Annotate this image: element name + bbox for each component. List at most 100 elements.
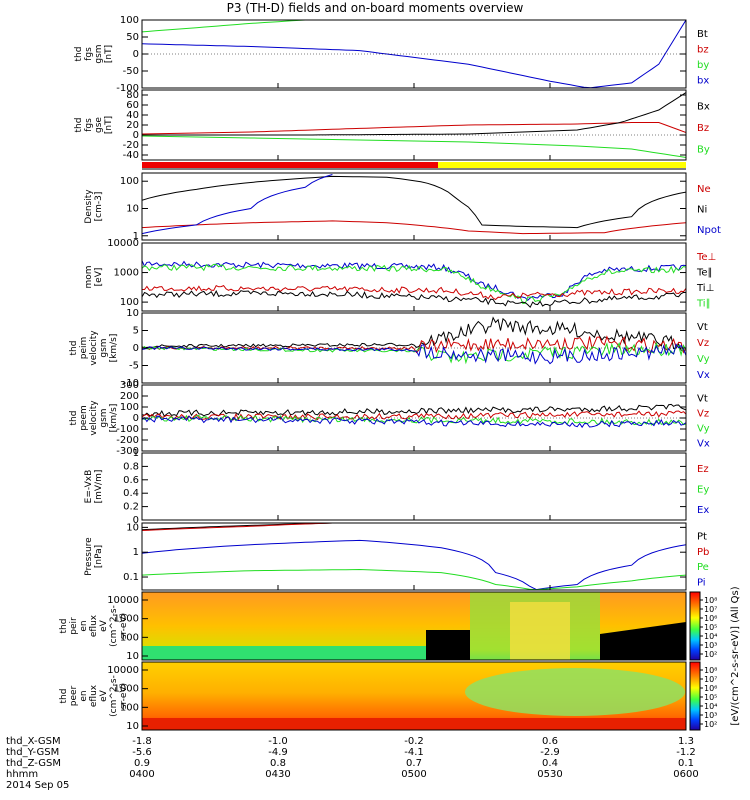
ylabel-line: gsm bbox=[94, 44, 104, 63]
ylabel-line: [cm-3] bbox=[94, 192, 104, 222]
legend-entry: Bz bbox=[697, 123, 709, 134]
series-group bbox=[142, 260, 686, 309]
x-axis-value: -4.9 bbox=[268, 747, 288, 758]
ylabel-line: thd bbox=[74, 47, 84, 62]
series-line bbox=[142, 263, 686, 305]
ylabel-line: velocity bbox=[89, 400, 99, 436]
legend-entry: by bbox=[697, 60, 709, 71]
series-line bbox=[142, 20, 686, 88]
ylabel-line: Density bbox=[84, 189, 94, 224]
series-line bbox=[142, 175, 686, 229]
ylabel-line: mom bbox=[84, 265, 94, 288]
legend-entry: Ti∥ bbox=[696, 298, 711, 309]
legend-entry: Vz bbox=[697, 338, 709, 349]
colorbar bbox=[689, 661, 701, 731]
series-line bbox=[142, 260, 686, 301]
spectrogram-band bbox=[142, 718, 686, 730]
colorbar-tick-label: 10⁴ bbox=[704, 702, 717, 711]
panel-peem-velocity: thd peem velocity gsm [km/s] 3002001000-100-2… bbox=[69, 380, 710, 457]
series-group bbox=[142, 523, 686, 590]
colorbar-tick-label: 10⁸ bbox=[704, 666, 717, 675]
ylabel-line: gsm bbox=[99, 408, 109, 427]
y-tick-label: 0.1 bbox=[123, 572, 139, 583]
legend-entry: Vt bbox=[697, 322, 708, 333]
legend-entry: Pe bbox=[697, 562, 709, 573]
legend-entry: By bbox=[697, 144, 710, 155]
x-axis-value: 0.1 bbox=[678, 758, 694, 769]
colorbar-tick-label: 10⁴ bbox=[704, 632, 717, 641]
x-axis-value: 0.7 bbox=[406, 758, 422, 769]
ylabel-line: thd bbox=[59, 619, 69, 634]
colorbar-tick-label: 10⁶ bbox=[704, 684, 717, 693]
ylabel-line: [nPa] bbox=[94, 545, 104, 568]
y-tick-label: 10 bbox=[126, 721, 139, 732]
series-group bbox=[142, 174, 686, 235]
y-tick-label: -20 bbox=[123, 140, 139, 151]
y-tick-label: 100 bbox=[120, 402, 139, 413]
colorbar-tick-label: 10⁵ bbox=[704, 623, 717, 632]
x-axis-value: 0.6 bbox=[542, 736, 558, 747]
series-group bbox=[142, 92, 686, 158]
x-axis-row-label: hhmm bbox=[6, 769, 38, 780]
colorbar-tick-label: 10² bbox=[704, 720, 717, 729]
x-axis-value: 0500 bbox=[401, 769, 426, 780]
spectrogram-band bbox=[142, 646, 426, 660]
legend-entry: Ex bbox=[697, 505, 709, 516]
panel-frame bbox=[141, 591, 687, 661]
spectrogram-region bbox=[510, 602, 570, 660]
panel-density: Density [cm-3] 100 10 1 Ne Ni Npot bbox=[84, 172, 721, 242]
y-tick-label: -5 bbox=[129, 361, 139, 372]
ylabel-line: E=-VxB bbox=[84, 470, 94, 504]
y-tick-label: 0 bbox=[133, 130, 139, 141]
ylabel-line: thd bbox=[69, 341, 79, 356]
panel-peir-spectrogram: thd peir en eflux eV (cm^2-s-sr-eV)1000010001… bbox=[59, 586, 741, 725]
chart-title: P3 (TH-D) fields and on-board moments ov… bbox=[226, 1, 524, 15]
ylabel-line: gse bbox=[94, 117, 104, 133]
spectrogram-peer-spectrogram bbox=[142, 662, 686, 730]
colorbar-tick-label: 10⁸ bbox=[704, 596, 717, 605]
legend-entry: Pt bbox=[697, 532, 707, 543]
x-axis-value: 0.4 bbox=[542, 758, 558, 769]
legend-entry: Vt bbox=[697, 394, 708, 405]
series-line bbox=[142, 284, 686, 301]
legend-entry: Te⊥ bbox=[696, 252, 716, 263]
y-tick-label: 1 bbox=[133, 448, 139, 459]
x-axis-value: -1.2 bbox=[676, 747, 696, 758]
ylabel-line: (cm^2-s- bbox=[109, 675, 119, 717]
y-tick-label: 5 bbox=[133, 326, 139, 337]
legend-entry: Te∥ bbox=[696, 267, 713, 278]
series-line bbox=[142, 403, 686, 417]
ylabel-line: peer bbox=[69, 685, 79, 706]
series-group bbox=[142, 20, 686, 88]
ylabel-line: thd bbox=[74, 118, 84, 133]
y-tick-label: 300 bbox=[120, 380, 139, 391]
y-tick-label: 0.4 bbox=[123, 488, 139, 499]
x-axis-value: -2.9 bbox=[540, 747, 560, 758]
colorbar-tick-label: 10⁶ bbox=[704, 614, 717, 623]
panel-fgs-gsm: thd fgs gsm [nT] 100 50 0 -50 -100 Bt bz by bx bbox=[74, 15, 709, 94]
legend-entry: Vy bbox=[697, 424, 710, 435]
colorbar-tick-label: 10³ bbox=[704, 711, 717, 720]
legend-entry: Bx bbox=[697, 102, 710, 113]
y-tick-label: 80 bbox=[126, 90, 139, 101]
spectrogram-peir-spectrogram bbox=[142, 592, 686, 660]
ylabel-line: [eV] bbox=[94, 268, 104, 287]
y-tick-label: 10 bbox=[126, 203, 139, 214]
colorbar-label: [eV/(cm^2-s-sr-eV)] (All Qs) bbox=[730, 586, 741, 725]
y-tick-label: 60 bbox=[126, 100, 139, 111]
y-tick-label: 1000 bbox=[114, 268, 139, 279]
colorbar-tick-label: 10² bbox=[704, 650, 717, 659]
y-tick-label: 100 bbox=[120, 297, 139, 308]
spectrogram-region bbox=[465, 668, 685, 716]
series-line bbox=[142, 122, 686, 135]
y-tick-label: 1 bbox=[133, 231, 139, 242]
y-tick-label: 100 bbox=[120, 176, 139, 187]
y-tick-label: 100 bbox=[120, 632, 139, 643]
mode-bar bbox=[142, 162, 686, 170]
ylabel-line: velocity bbox=[89, 330, 99, 366]
y-tick-label: 100 bbox=[120, 702, 139, 713]
x-axis-value: -0.2 bbox=[404, 736, 424, 747]
colorbar bbox=[689, 591, 701, 661]
ylabel-line: [mV/m] bbox=[94, 470, 104, 504]
